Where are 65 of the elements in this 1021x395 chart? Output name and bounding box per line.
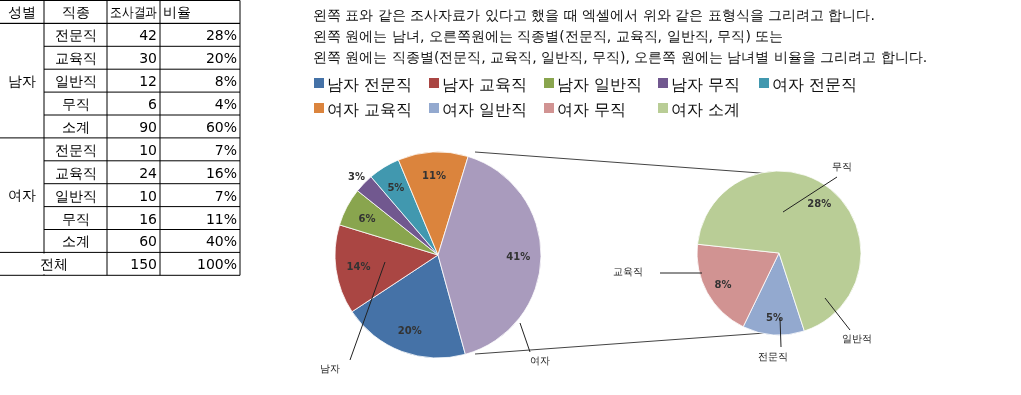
data-label: 5% bbox=[766, 311, 784, 323]
data-label: 20% bbox=[397, 325, 422, 337]
text: 교육직 bbox=[54, 50, 97, 67]
text: 일반직 bbox=[54, 73, 97, 90]
chart-title: 왼쪽 표와 같은 조사자료가 있다고 했을 때 엑셀에서 위와 같은 표형식을 그리려고 합니다. bbox=[313, 7, 875, 23]
text: 60% bbox=[205, 118, 237, 135]
text: 무직 bbox=[832, 161, 852, 172]
text: 여자 bbox=[8, 187, 36, 204]
legend-label: 여자 소계 bbox=[671, 100, 741, 119]
legend-label: 여자 일반직 bbox=[442, 100, 528, 119]
data-label: 8% bbox=[714, 278, 732, 290]
text: 무직 bbox=[61, 96, 90, 112]
text: 소계 bbox=[61, 118, 90, 135]
text: 여자 bbox=[530, 355, 550, 366]
legend-label: 여자 무직 bbox=[557, 100, 627, 119]
text: 일반직 bbox=[54, 187, 97, 204]
text: 7% bbox=[214, 187, 237, 204]
category-label: 직종 bbox=[61, 4, 90, 21]
text: 남자 bbox=[320, 363, 340, 374]
text: 10 bbox=[139, 187, 157, 204]
text: 16% bbox=[205, 164, 237, 181]
legend-label: 여자 교육직 bbox=[327, 100, 413, 119]
text: 100% bbox=[196, 256, 237, 273]
chart-subtitle: 왼쪽 원에는 남녀, 오른쪽원에는 직종별(전문직, 교육직, 일반직, 무직) 또는 왼쪽 원에는 직종별(전문직, 교육직, 일반직, 무직), 오른쪽 원에는 남녀별 비율을 그리려고 합니다. bbox=[313, 28, 928, 65]
text: 전체 bbox=[39, 255, 68, 272]
text: 30 bbox=[139, 50, 157, 67]
text: 24 bbox=[139, 164, 157, 181]
text: 전문직 bbox=[54, 141, 97, 158]
text: 60 bbox=[139, 233, 157, 250]
text: 40% bbox=[205, 233, 237, 250]
text: 20% bbox=[205, 50, 237, 67]
data-label: 11% bbox=[422, 169, 447, 181]
text: 교육직 bbox=[613, 266, 643, 277]
text: 150 bbox=[130, 256, 157, 273]
data-label: 5% bbox=[387, 181, 405, 193]
text: 전문직 bbox=[54, 27, 97, 44]
text: 교육직 bbox=[54, 164, 97, 181]
text: 10 bbox=[139, 141, 157, 158]
text: 16 bbox=[139, 210, 157, 227]
text: 6 bbox=[148, 96, 157, 112]
text: 남자 bbox=[8, 72, 36, 89]
text: 전문직 bbox=[758, 351, 788, 362]
text: 일반적 bbox=[842, 333, 872, 344]
legend-label: 남자 전문직 bbox=[327, 75, 413, 94]
text: 4% bbox=[214, 96, 237, 112]
text: 42 bbox=[139, 27, 157, 44]
text: 8% bbox=[214, 73, 237, 90]
text: 무직 bbox=[61, 210, 90, 227]
data-label: 6% bbox=[358, 212, 376, 224]
text: 11% bbox=[205, 210, 237, 227]
legend-label: 남자 교육직 bbox=[442, 75, 528, 94]
legend-label: 남자 무직 bbox=[671, 75, 741, 94]
category-label: 성별 bbox=[8, 4, 36, 21]
text: 7% bbox=[214, 141, 237, 158]
data-label: 3% bbox=[348, 171, 365, 183]
text: 소계 bbox=[61, 233, 90, 250]
data-label: 41% bbox=[506, 251, 531, 263]
legend-label: 여자 전문직 bbox=[772, 75, 858, 94]
legend-label: 남자 일반직 bbox=[557, 75, 643, 94]
data-label: 14% bbox=[346, 261, 371, 273]
text: 28% bbox=[205, 27, 237, 44]
text: 90 bbox=[139, 118, 157, 135]
text: 12 bbox=[139, 73, 157, 90]
data-label: 28% bbox=[807, 198, 832, 210]
category-label: 비율 bbox=[163, 4, 191, 21]
